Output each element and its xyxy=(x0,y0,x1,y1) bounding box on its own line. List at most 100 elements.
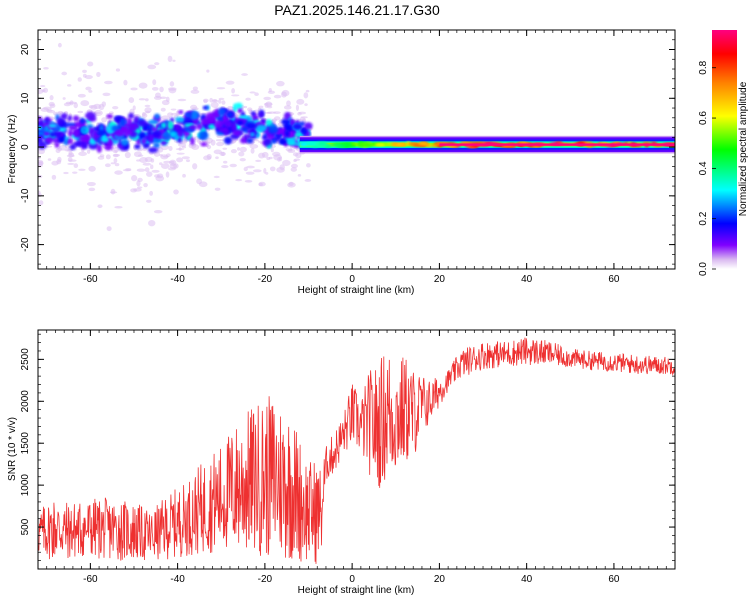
spectrogram-cell xyxy=(139,157,148,164)
spectrogram-cell xyxy=(73,163,79,169)
spectrogram-cell xyxy=(148,219,156,227)
snr-ytick-label: 2000 xyxy=(20,390,31,413)
spectrogram-cell xyxy=(190,137,195,146)
spectrogram-cell xyxy=(230,148,237,154)
spectrogram-cell xyxy=(73,128,79,138)
snr-xtick-label: -20 xyxy=(258,574,273,585)
spectrogram-cell xyxy=(61,71,68,76)
spectrogram-cell xyxy=(255,124,267,132)
spectrogram-cell xyxy=(110,162,116,165)
spectrogram-cell xyxy=(288,149,293,152)
spectrogram-cell xyxy=(153,151,161,157)
spectrogram-cell xyxy=(147,119,159,125)
spectrogram-cell xyxy=(249,144,259,149)
spectrogram-cell xyxy=(237,147,241,151)
spectrogram-cell xyxy=(340,143,352,146)
spectrogram-cell xyxy=(113,153,121,157)
spectrogram-cell xyxy=(297,174,302,177)
spectrogram-ytick-label: 20 xyxy=(20,44,31,56)
spectrogram-cell xyxy=(286,100,291,107)
spectrogram-cell xyxy=(113,157,118,164)
spectrogram-cell xyxy=(169,131,177,138)
spectrogram-cell xyxy=(215,139,225,142)
spectrogram-cell xyxy=(67,162,75,165)
spectrogram-cell xyxy=(142,162,152,166)
spectrogram-cell xyxy=(102,92,111,97)
spectrogram-cell xyxy=(293,159,297,162)
spectrogram-cell xyxy=(93,111,102,115)
spectrogram-cell xyxy=(177,98,187,102)
spectrogram-cell xyxy=(267,111,276,114)
spectrogram-cell xyxy=(203,155,212,161)
colorbar-ticks: 0.0 0.2 0.4 0.6 0.8 xyxy=(698,60,716,276)
spectrogram-cell xyxy=(263,138,272,146)
spectrogram-cell xyxy=(38,156,41,160)
spectrogram-ytick-label: -20 xyxy=(20,237,31,252)
spectrogram-cell xyxy=(167,167,176,171)
spectrogram-cell xyxy=(238,115,249,120)
spectrogram-cell xyxy=(223,120,233,128)
spectrogram-cell xyxy=(77,110,84,114)
spectrogram-cell xyxy=(137,154,144,157)
spectrogram-cell xyxy=(257,112,264,118)
spectrogram-cell xyxy=(304,103,308,107)
spectrogram-cell xyxy=(239,137,248,144)
spectrogram-cell xyxy=(147,147,159,153)
spectrogram-cell xyxy=(177,129,184,138)
spectrogram-cell xyxy=(45,137,54,144)
spectrogram-cell xyxy=(88,165,96,172)
spectrogram-cell xyxy=(202,117,208,124)
spectrogram-cell xyxy=(40,84,46,88)
spectrogram-cell xyxy=(237,120,243,126)
spectrogram-cell xyxy=(306,163,311,168)
spectrogram-cell xyxy=(191,144,200,150)
spectrogram-cell xyxy=(304,122,313,130)
spectrogram-cell xyxy=(181,156,190,160)
spectrogram-cell xyxy=(141,112,148,119)
spectrogram-cell xyxy=(258,105,264,109)
spectrogram-cell xyxy=(153,210,163,214)
spectrogram-cell xyxy=(190,104,198,110)
snr-ytick-label: 1500 xyxy=(20,432,31,455)
spectrogram-cell xyxy=(178,147,182,151)
spectrogram-cell xyxy=(132,105,136,111)
spectrogram-cell xyxy=(174,116,184,123)
spectrogram-cell xyxy=(58,110,63,114)
spectrogram-cell xyxy=(174,124,181,131)
spectrogram-cell xyxy=(243,166,248,172)
spectrogram-cell xyxy=(284,129,290,138)
spectrogram-cell xyxy=(212,98,218,102)
spectrogram-cell xyxy=(214,187,221,191)
spectrogram-cell xyxy=(128,97,135,104)
colorbar-tick-label: 0.8 xyxy=(698,60,709,74)
spectrogram-cell xyxy=(246,122,257,130)
spectrogram-axes: -60 -40 -20 0 20 40 60 -20 -10 0 10 20 xyxy=(20,29,676,285)
spectrogram-cell xyxy=(137,119,148,127)
spectrogram-cell xyxy=(239,158,246,162)
spectrogram-band-peak xyxy=(439,143,675,146)
colorbar-label: Normalized spectral amplitude xyxy=(738,81,749,216)
spectrogram-cell xyxy=(286,137,296,145)
spectrogram-cell xyxy=(38,148,45,155)
spectrogram-cell xyxy=(67,115,73,122)
spectrogram-cell xyxy=(96,130,106,137)
spectrogram-cell xyxy=(51,160,59,166)
spectrogram-cell xyxy=(84,74,93,80)
spectrogram-cell xyxy=(216,134,224,139)
spectrogram-cell xyxy=(165,171,170,178)
spectrogram-cell xyxy=(68,151,73,156)
spectrogram-cell xyxy=(151,86,159,91)
spectrogram-cell xyxy=(290,167,298,172)
spectrogram-cell xyxy=(250,132,255,137)
spectrogram-cell xyxy=(218,99,222,104)
spectrogram-cell xyxy=(78,151,87,157)
spectrogram-cell xyxy=(209,97,213,103)
snr-xtick-label: 40 xyxy=(521,574,533,585)
spectrogram-cell xyxy=(303,92,309,99)
spectrogram-cell xyxy=(226,111,234,118)
spectrogram-cell xyxy=(217,107,226,117)
spectrogram-cell xyxy=(225,80,235,85)
spectrogram-cell xyxy=(150,164,154,170)
spectrogram-cell xyxy=(54,142,60,148)
